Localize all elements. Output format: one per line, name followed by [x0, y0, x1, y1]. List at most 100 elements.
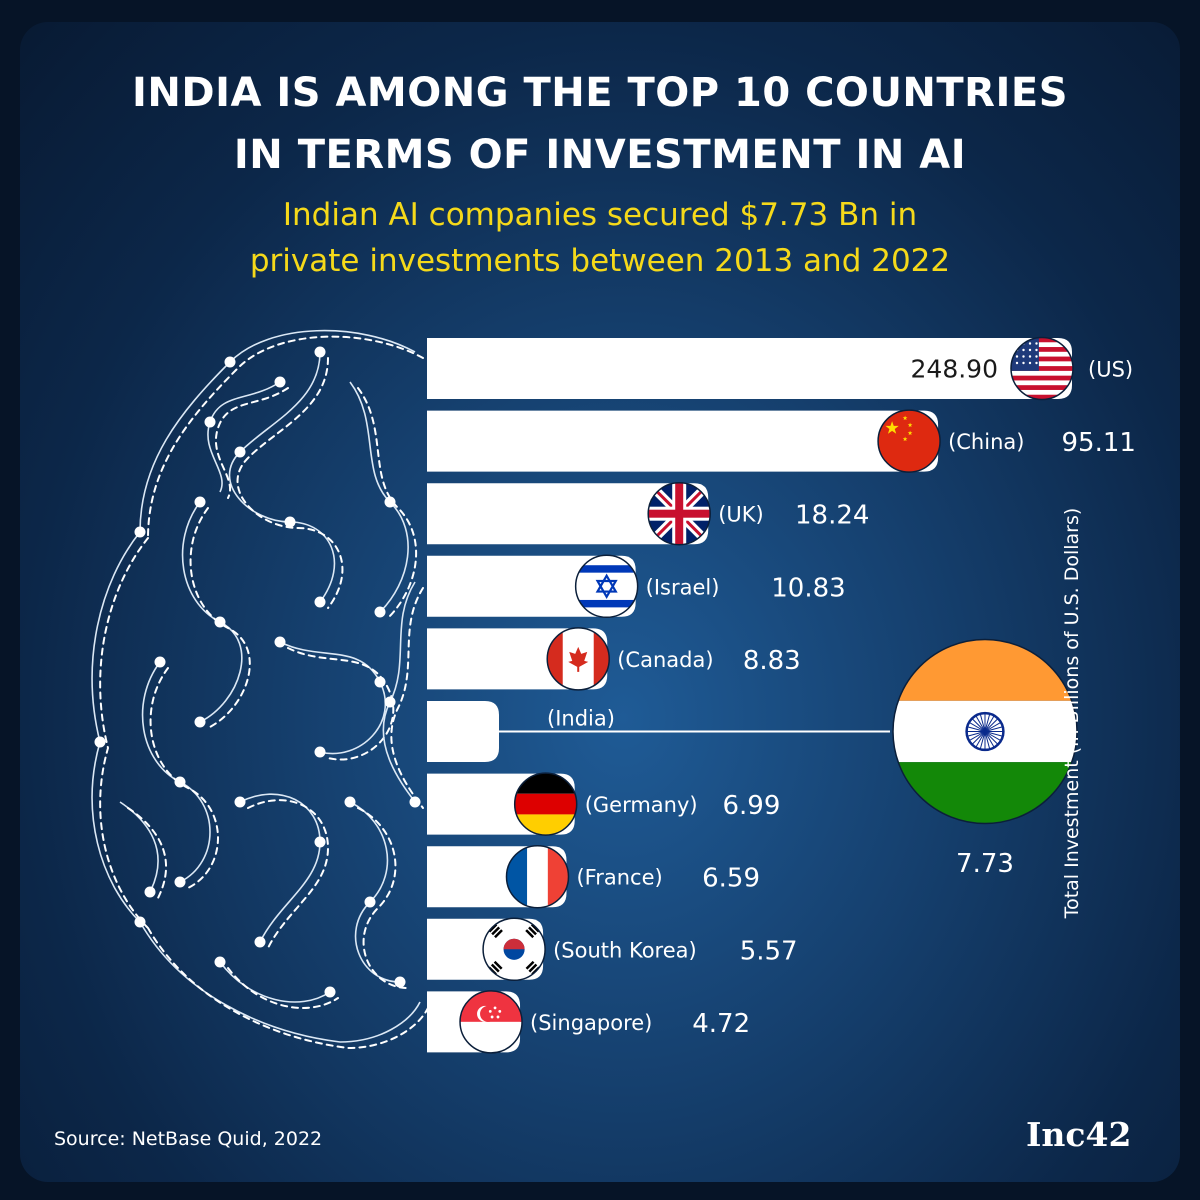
value-label-south-korea: 5.57 — [740, 936, 798, 966]
category-label-india: (India) — [547, 707, 615, 731]
circuit-node-27 — [94, 736, 106, 748]
canada-flag-icon — [546, 627, 610, 691]
brain-dash-8 — [149, 667, 219, 889]
bar-uk — [427, 483, 709, 545]
brain-dash-11 — [227, 967, 339, 1009]
brain-dash-9 — [247, 799, 330, 949]
category-label-us: (US) — [1088, 358, 1133, 382]
israel-flag-icon — [574, 554, 639, 619]
circuit-node-12 — [274, 636, 286, 648]
title-line-2: IN TERMS OF INVESTMENT IN AI — [233, 132, 967, 178]
france-flag-icon — [505, 844, 570, 909]
brain-outline-4 — [228, 351, 336, 603]
circuit-node-14 — [314, 746, 326, 758]
bar-row-france: (France) 6.59 — [427, 844, 760, 909]
bar-china — [427, 410, 939, 472]
circuit-node-17 — [174, 876, 186, 888]
brain-circuit-illustration — [91, 329, 429, 1050]
category-label-singapore: (Singapore) — [530, 1011, 652, 1035]
circuit-node-25 — [324, 986, 336, 998]
brain-outline-1 — [139, 329, 416, 533]
circuit-node-16 — [174, 776, 186, 788]
axis-label: Total Investment (in Billions of U.S. Do… — [1061, 507, 1083, 919]
bar-us — [427, 338, 1072, 399]
brain-outline-12 — [207, 381, 281, 493]
south-korea-flag-icon — [482, 917, 546, 982]
circuit-node-31 — [204, 416, 216, 428]
value-label-singapore: 4.72 — [692, 1009, 750, 1039]
subtitle-line-2: private investments between 2013 and 202… — [249, 243, 951, 279]
circuit-node-1 — [224, 356, 236, 368]
investment-bar-chart: 248.90 (US) (China) 95.11 (UK) 18.24 (Israel) 1… — [91, 329, 1136, 1054]
brain-dash-5 — [357, 387, 418, 619]
brain-outline-2 — [91, 531, 141, 923]
circuit-node-30 — [144, 886, 156, 898]
circuit-node-4 — [234, 446, 246, 458]
brain-dash-1 — [147, 335, 424, 539]
subtitle-line-1: Indian AI companies secured $7.73 Bn in — [282, 197, 918, 233]
value-label-uk: 18.24 — [795, 501, 869, 531]
bar-india — [427, 701, 499, 762]
circuit-node-6 — [314, 596, 326, 608]
bar-row-israel: (Israel) 10.83 — [427, 554, 846, 619]
value-label-israel: 10.83 — [771, 573, 845, 603]
circuit-node-29 — [409, 796, 421, 808]
us-flag-icon — [1010, 336, 1074, 401]
china-flag-icon — [877, 409, 941, 473]
bar-row-uk: (UK) 18.24 — [427, 481, 869, 546]
brain-dash-6 — [189, 507, 251, 729]
germany-flag-icon — [513, 772, 578, 836]
circuit-node-22 — [364, 896, 376, 908]
circuit-node-5 — [284, 516, 296, 528]
category-label-china: (China) — [948, 430, 1024, 454]
category-label-germany: (Germany) — [585, 793, 698, 817]
brain-dash-4 — [236, 357, 344, 609]
brain-dash-3 — [147, 927, 429, 1050]
brain-outline-10 — [349, 801, 401, 983]
circuit-node-11 — [194, 716, 206, 728]
bar-row-south-korea: (South Korea) 5.57 — [427, 917, 798, 982]
circuit-node-9 — [194, 496, 206, 508]
source-note: Source: NetBase Quid, 2022 — [54, 1128, 323, 1150]
bar-row-us: 248.90 (US) — [427, 336, 1133, 401]
circuit-node-18 — [234, 796, 246, 808]
circuit-node-8 — [374, 606, 386, 618]
category-label-uk: (UK) — [718, 503, 764, 527]
brain-dash-13 — [390, 587, 424, 809]
bar-row-china: (China) 95.11 — [427, 409, 1136, 473]
value-label-india: 7.73 — [956, 849, 1014, 879]
brain-outline-3 — [139, 921, 421, 1043]
bar-series: 248.90 (US) (China) 95.11 (UK) 18.24 (Israel) 1… — [427, 336, 1136, 1054]
uk-flag-icon — [647, 481, 711, 546]
circuit-node-26 — [134, 526, 146, 538]
circuit-node-15 — [154, 656, 166, 668]
circuit-node-13 — [374, 676, 386, 688]
value-label-germany: 6.99 — [722, 791, 780, 821]
value-label-france: 6.59 — [702, 864, 760, 894]
brain-dash-7 — [287, 647, 395, 761]
circuit-node-24 — [214, 956, 226, 968]
subtitle: Indian AI companies secured $7.73 Bn in … — [20, 192, 1180, 284]
circuit-node-19 — [314, 836, 326, 848]
title-line-1: INDIA IS AMONG THE TOP 10 COUNTRIES — [132, 70, 1068, 116]
infographic-card: INDIA IS AMONG THE TOP 10 COUNTRIES IN T… — [20, 22, 1180, 1182]
brain-dash-2 — [99, 537, 149, 929]
circuit-node-7 — [384, 496, 396, 508]
circuit-node-20 — [254, 936, 266, 948]
circuit-node-32 — [384, 696, 396, 708]
value-label-us: 248.90 — [911, 355, 998, 384]
brain-dash-12 — [215, 387, 289, 499]
brain-outline-6 — [181, 501, 243, 723]
value-label-china: 95.11 — [1061, 428, 1135, 458]
category-label-canada: (Canada) — [617, 648, 713, 672]
circuit-node-10 — [214, 616, 226, 628]
bar-row-germany: (Germany) 6.99 — [427, 772, 780, 836]
category-label-france: (France) — [576, 866, 662, 890]
category-label-south-korea: (South Korea) — [553, 938, 697, 962]
brain-outline-11 — [219, 961, 331, 1003]
singapore-flag-icon — [459, 990, 523, 1054]
circuit-node-23 — [394, 976, 406, 988]
brain-dash-10 — [357, 807, 409, 989]
brain-outline-9 — [239, 793, 321, 943]
bar-row-canada: (Canada) 8.83 — [427, 627, 801, 691]
